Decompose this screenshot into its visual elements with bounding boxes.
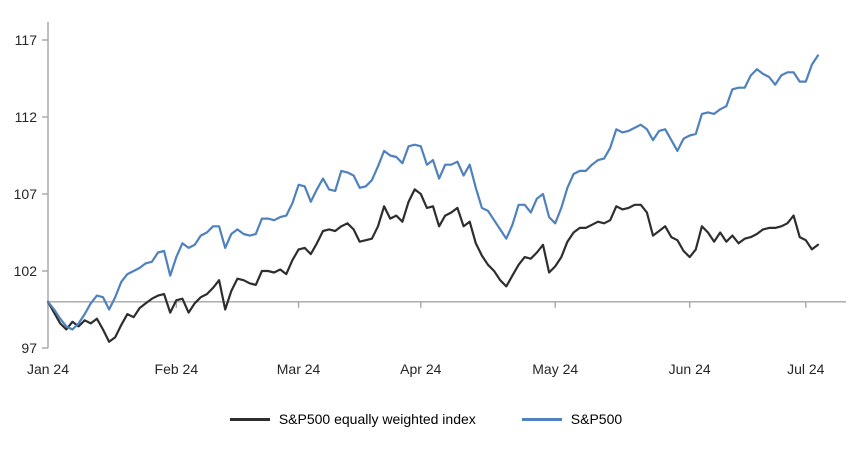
y-axis-tick-label: 117 [15, 32, 38, 48]
y-axis-tick-label: 102 [14, 263, 38, 279]
y-axis-tick-label: 107 [14, 186, 38, 202]
y-axis-tick-label: 97 [21, 340, 37, 356]
x-axis-month-label: Jan 24 [27, 361, 69, 377]
x-axis-month-label: Apr 24 [400, 361, 441, 377]
legend-item-equal-weight: S&P500 equally weighted index [229, 411, 476, 427]
x-axis-month-label: Mar 24 [277, 361, 321, 377]
x-axis-month-label: Feb 24 [155, 361, 199, 377]
legend-label-equal-weight: S&P500 equally weighted index [278, 411, 476, 427]
sp500-line [46, 54, 820, 331]
legend-label-sp500: S&P500 [570, 411, 623, 427]
x-axis-month-label: Jun 24 [669, 361, 711, 377]
x-axis-month-label: May 24 [532, 361, 578, 377]
x-axis-month-label: Jul 24 [787, 361, 825, 377]
y-axis-tick-label: 112 [15, 109, 38, 125]
sp500-line-swatch [521, 417, 562, 421]
equal-weight-line [46, 188, 820, 343]
equal-weight-line-swatch [229, 417, 270, 421]
legend-item-sp500: S&P500 [521, 411, 623, 427]
chart-legend: S&P500 equally weighted index S&P500 [0, 411, 852, 427]
